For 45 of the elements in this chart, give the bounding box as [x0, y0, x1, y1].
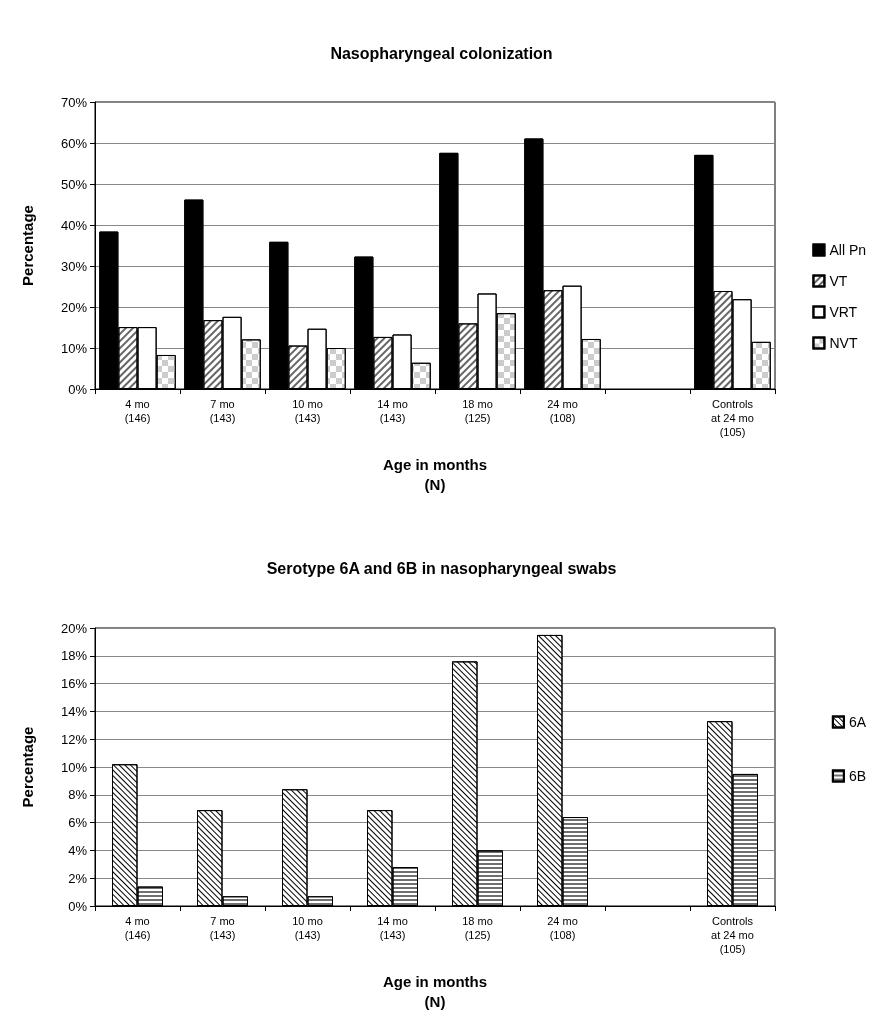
y-tick-label: 2%	[68, 870, 88, 886]
chart-title: Serotype 6A and 6B in nasopharyngeal swabs	[266, 559, 617, 577]
chart-title: Nasopharyngeal colonization	[330, 44, 553, 62]
legend-label: NVT	[829, 335, 858, 351]
legend-label: VT	[829, 273, 848, 289]
legend-label: 6B	[848, 768, 866, 784]
y-tick-label: 4%	[68, 842, 88, 858]
y-tick-label: 50%	[60, 176, 88, 192]
y-tick-label: 20%	[60, 299, 88, 315]
x-tick-label: 18 mo (125)	[462, 915, 493, 941]
y-tick-label: 10%	[60, 759, 88, 775]
y-tick-label: 60%	[60, 135, 88, 151]
y-tick-label: 18%	[60, 648, 88, 664]
y-tick-label: 10%	[60, 340, 88, 356]
x-axis-title: Age in months (N)	[382, 455, 488, 493]
x-tick-label: 24 mo (108)	[547, 398, 578, 424]
x-tick-label: Controls at 24 mo (105)	[711, 915, 754, 955]
y-tick-label: 16%	[60, 676, 88, 692]
y-tick-label: 30%	[60, 258, 88, 274]
y-tick-label: 20%	[60, 620, 88, 636]
y-tick-label: 0%	[68, 381, 88, 397]
x-tick-label: 4 mo (146)	[124, 915, 151, 941]
x-tick-label: 14 mo (143)	[377, 398, 408, 424]
x-tick-label: 7 mo (143)	[209, 915, 236, 941]
legend-label: All Pn	[829, 242, 867, 258]
x-tick-label: 10 mo (143)	[292, 915, 323, 941]
legend-label: 6A	[848, 714, 867, 730]
y-tick-label: 14%	[60, 703, 88, 719]
y-tick-label: 6%	[68, 815, 88, 831]
x-tick-label: 10 mo (143)	[292, 398, 323, 424]
y-tick-label: 12%	[60, 731, 88, 747]
legend-label: VRT	[829, 304, 858, 320]
x-axis-title: Age in months (N)	[382, 972, 488, 1010]
x-tick-label: 4 mo (146)	[124, 398, 151, 424]
x-tick-label: 24 mo (108)	[547, 915, 578, 941]
y-tick-label: 0%	[68, 898, 88, 914]
x-tick-label: 18 mo (125)	[462, 398, 493, 424]
x-tick-label: 7 mo (143)	[209, 398, 236, 424]
y-axis-title: Percentage	[19, 205, 36, 286]
y-tick-label: 70%	[60, 94, 88, 110]
x-tick-label: 14 mo (143)	[377, 915, 408, 941]
y-tick-label: 8%	[68, 787, 88, 803]
y-tick-label: 40%	[60, 217, 88, 233]
y-axis-title: Percentage	[19, 726, 36, 808]
x-tick-label: Controls at 24 mo (105)	[711, 398, 754, 438]
